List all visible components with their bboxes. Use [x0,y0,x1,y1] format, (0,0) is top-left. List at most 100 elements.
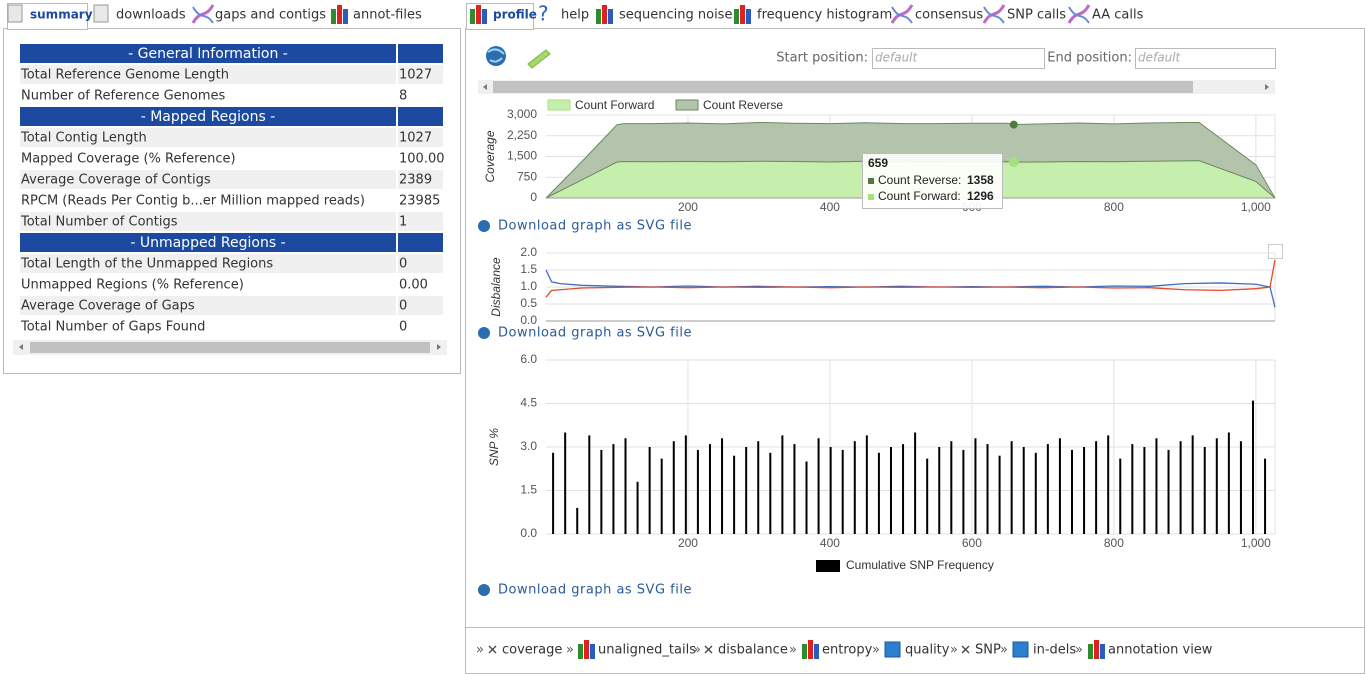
toolbar-item[interactable]: annotation view [1108,643,1213,658]
hover-dot [1009,120,1018,129]
row-value: 0 [399,299,407,314]
tab-icon: ? [538,2,549,26]
bar [564,432,567,534]
row-value: 0 [399,320,407,335]
row-value: 2389 [399,173,432,188]
section-title: - Unmapped Regions - [130,235,285,251]
row-label: Unmapped Regions (% Reference) [21,278,244,293]
toolbar-item[interactable]: in-dels [1033,643,1076,658]
bar [672,441,675,534]
y-tick-label: 3.0 [520,439,537,453]
toolbar-item[interactable]: SNP [975,643,1001,658]
section-header [20,233,396,252]
toolbar-icon [704,645,713,654]
legend-swatch[interactable] [675,99,699,111]
download-link[interactable]: Download graph as SVG file [498,326,692,341]
toolbar-item[interactable]: coverage [502,643,562,658]
tab-label[interactable]: frequency histogram [757,8,892,23]
y-tick-label: 0 [530,190,537,204]
bar [817,438,820,534]
legend-label[interactable]: Count Reverse [703,98,783,112]
toolbar-item[interactable]: disbalance [718,643,788,658]
tooltip-title: 659 [868,156,888,170]
bar [938,447,941,534]
x-tick-label: 600 [962,536,982,550]
tab-label[interactable]: consensus [915,8,983,23]
section-title: - Mapped Regions - [141,109,276,125]
section-header [398,44,443,63]
row-bg [20,65,396,84]
y-axis-title: SNP % [487,428,501,467]
tab-label[interactable]: profile [493,8,537,22]
bar [769,452,772,534]
row-value: 0.00 [399,278,428,293]
toolbar-icon [1012,641,1029,658]
row-label: Average Coverage of Gaps [21,299,195,314]
tab-label[interactable]: downloads [116,8,186,23]
toolbar-item[interactable]: unaligned_tails [598,643,696,658]
tab-label[interactable]: annot-files [353,8,422,23]
end-label: End position: [1047,51,1132,66]
x-tick-label: 200 [678,536,698,550]
y-tick-label: 1.0 [520,279,537,293]
bar [1251,400,1254,534]
tab-label[interactable]: SNP calls [1007,8,1066,23]
download-icon [478,220,490,232]
legend-label[interactable]: Count Forward [575,98,654,112]
tab-icon [890,4,914,24]
toolbar-item[interactable]: quality [905,643,950,658]
x-tick-label: 800 [1104,536,1124,550]
tab-label[interactable]: help [561,8,589,23]
tab-icon [734,9,739,24]
edit-icon[interactable] [527,49,551,69]
download-link[interactable]: Download graph as SVG file [498,583,692,598]
row-value: 1 [399,215,407,230]
end-input[interactable] [1135,48,1276,69]
toolbar-separator: » [1000,643,1008,658]
y-tick-label: 1.5 [520,483,537,497]
row-label: Total Length of the Unmapped Regions [20,257,273,272]
tab-label[interactable]: gaps and contigs [215,8,326,23]
row-value: 23985 [399,194,440,209]
tab-icon [983,6,1005,24]
tab-icon [1067,4,1091,24]
tooltip-swatch [868,194,874,200]
start-label: Start position: [776,51,868,66]
bar [841,449,844,534]
bar [1203,447,1206,534]
bar [986,444,989,534]
section-header [398,107,443,126]
bar [781,435,784,534]
tooltip-value: 1296 [967,189,994,203]
toolbar-separator: » [789,643,797,658]
bar [1239,441,1242,534]
tab-icon [191,4,215,24]
legend-swatch[interactable] [816,560,840,572]
tab-label[interactable]: summary [30,8,93,22]
bar [648,447,651,534]
row-bg [20,170,396,189]
legend-swatch[interactable] [547,99,571,111]
tab-icon [482,9,487,24]
legend-label[interactable]: Cumulative SNP Frequency [846,558,994,572]
y-tick-label: 2.0 [520,245,537,259]
toolbar-separator: » [872,643,880,658]
bar [684,435,687,534]
toolbar-item[interactable]: entropy [822,643,873,658]
bar [708,444,711,534]
tab-label[interactable]: AA calls [1092,8,1144,23]
bar [733,455,736,534]
start-input[interactable] [872,48,1045,69]
scrollbar-thumb[interactable] [30,342,430,353]
row-bg [20,128,396,147]
download-icon [478,327,490,339]
y-tick-label: 1,500 [507,149,537,163]
bar [552,452,555,534]
bar [1046,444,1049,534]
bar [926,458,929,534]
tab-label[interactable]: sequencing noise [619,8,732,23]
range-scrollbar-thumb[interactable] [493,81,1193,93]
bar [1034,452,1037,534]
download-link[interactable]: Download graph as SVG file [498,219,692,234]
tab-icon [740,5,745,24]
